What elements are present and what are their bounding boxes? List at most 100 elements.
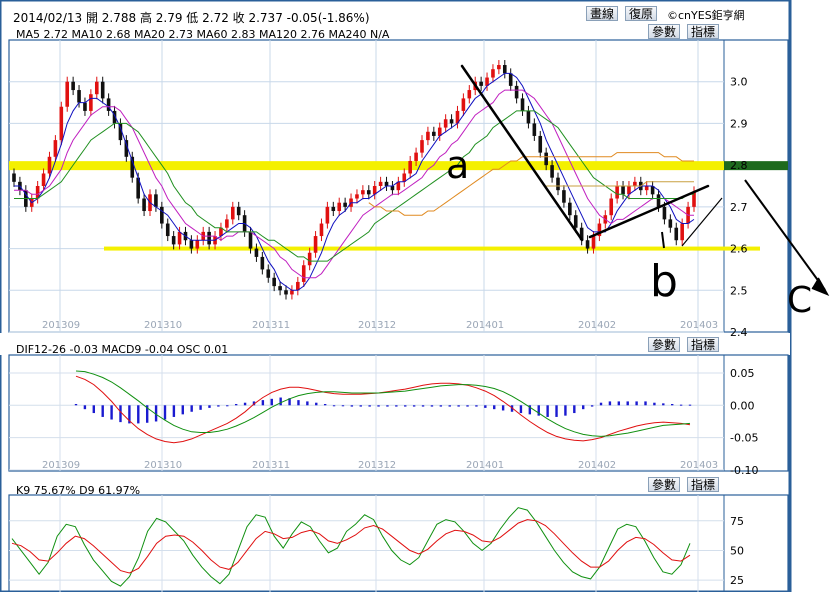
candle-body: [420, 140, 424, 153]
price-tick-label: 2.6: [730, 243, 748, 256]
candle-body: [562, 190, 566, 203]
osc-bar: [653, 402, 656, 406]
osc-bar: [688, 404, 692, 406]
candle-body: [455, 110, 460, 124]
candle-body: [508, 73, 513, 86]
osc-bar: [190, 405, 193, 412]
macd-tick-label: -0.05: [730, 432, 758, 445]
macd-param-button[interactable]: 參數: [648, 337, 681, 352]
candle-body: [47, 156, 52, 174]
macd-tick-label: 0.00: [730, 399, 755, 412]
price-tick-label: 2.5: [730, 284, 748, 297]
candle-body: [556, 177, 560, 191]
osc-bar: [261, 400, 265, 406]
osc-bar: [404, 405, 407, 407]
candle-body: [449, 119, 454, 124]
candle-body: [165, 223, 170, 237]
osc-bar: [395, 405, 398, 407]
osc-bar: [181, 405, 184, 415]
osc-bar: [439, 405, 443, 407]
osc-bar: [208, 405, 211, 408]
restore-button[interactable]: 復原: [625, 6, 658, 21]
osc-bar: [137, 405, 140, 424]
candle-body: [627, 186, 631, 195]
candle-body: [94, 81, 99, 95]
osc-bar: [92, 405, 95, 414]
candle-body: [479, 81, 483, 86]
macd-x-tick-label: 201401: [466, 460, 504, 471]
osc-bar: [350, 405, 354, 407]
osc-bar: [234, 404, 238, 406]
candle-body: [355, 194, 359, 199]
candle-body: [77, 90, 81, 103]
price-tick-label: 3.0: [730, 76, 748, 89]
ma-line-ma120: [546, 181, 694, 187]
osc-bar: [270, 398, 273, 406]
arrow-head: [811, 277, 830, 296]
osc-bar: [457, 405, 460, 407]
osc-bar: [412, 405, 416, 407]
macd-x-axis: 201309 201310 201311 201312 201401 201402 2014…: [42, 460, 718, 471]
candle-body: [154, 194, 158, 207]
candle-body: [502, 65, 507, 74]
candle-body: [171, 236, 176, 245]
macd-series: [74, 370, 692, 444]
candle-body: [550, 165, 554, 178]
osc-bar: [546, 405, 549, 417]
candle-body: [520, 98, 525, 111]
candle-body: [142, 198, 146, 212]
price-candles: [12, 60, 696, 300]
osc-bar: [484, 405, 487, 408]
candle-body: [272, 277, 276, 287]
osc-bar: [528, 405, 532, 415]
kd-panel-frame: [8, 494, 789, 592]
osc-bar: [537, 405, 540, 416]
candle-body: [443, 119, 448, 128]
osc-bar: [635, 401, 638, 406]
macd-indicator-button[interactable]: 指標: [687, 337, 720, 352]
candle-body: [532, 123, 537, 136]
arrow-to-c: [744, 179, 826, 291]
candle-body: [100, 81, 105, 99]
candle-body: [189, 240, 194, 249]
candle-body: [325, 206, 330, 224]
candle-body: [568, 202, 572, 216]
annotation-a: a: [446, 143, 469, 187]
candle-body: [266, 269, 271, 278]
osc-bar: [315, 402, 318, 406]
candle-body: [674, 227, 679, 241]
macd-tick-label: 0.05: [730, 367, 755, 380]
price-indicator-button[interactable]: 指標: [687, 24, 720, 39]
osc-bar: [448, 405, 451, 407]
osc-bar: [199, 405, 202, 410]
draw-line-button[interactable]: 畫線: [586, 6, 619, 21]
price-param-button[interactable]: 參數: [648, 24, 681, 39]
candle-body: [485, 77, 489, 86]
macd-x-tick-label: 201402: [578, 460, 616, 471]
osc-bar: [226, 405, 229, 407]
kd-line-k9: [11, 507, 691, 587]
candle-body: [573, 215, 578, 228]
osc-bar: [519, 405, 523, 414]
candle-body: [461, 98, 466, 111]
osc-bar: [475, 405, 478, 407]
candle-body: [41, 173, 46, 186]
candle-body: [378, 181, 383, 186]
candle-body: [372, 186, 377, 195]
candle-body: [35, 186, 40, 199]
kd-param-button[interactable]: 參數: [648, 477, 681, 492]
osc-bar: [172, 405, 176, 417]
candle-body: [662, 206, 667, 220]
candle-body: [668, 219, 673, 228]
candle-body: [124, 140, 129, 157]
osc-bar: [430, 405, 434, 407]
candle-body: [544, 152, 548, 166]
kd-indicator-button[interactable]: 指標: [687, 477, 720, 492]
macd-x-tick-label: 201312: [358, 460, 396, 471]
price-x-axis: 201309 201310 201311 201312 201401 201402 2014…: [42, 320, 718, 331]
osc-bar: [163, 405, 167, 420]
candle-body: [313, 236, 318, 253]
osc-bar: [466, 405, 469, 407]
candle-body: [136, 177, 140, 199]
